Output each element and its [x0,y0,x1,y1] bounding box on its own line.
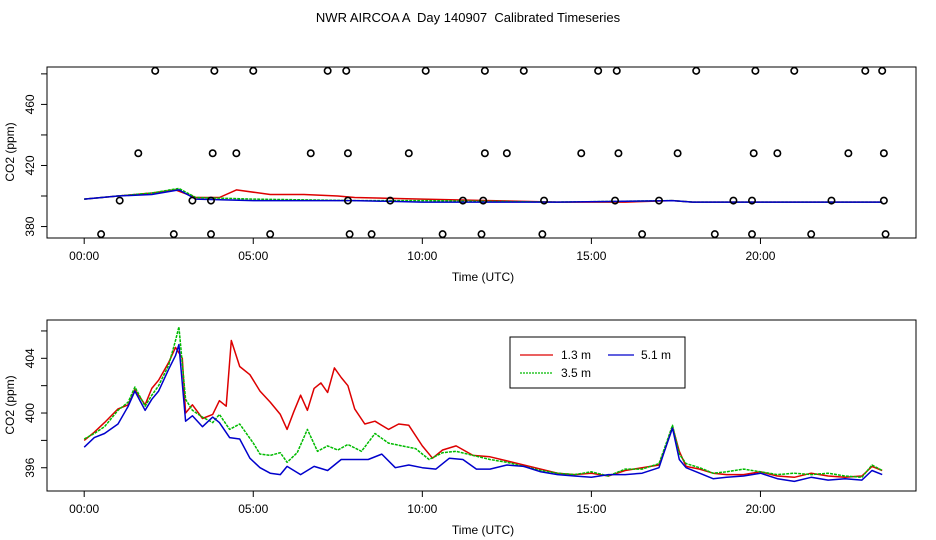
calibration-point [438,230,447,239]
legend-box [509,336,686,389]
plot-frame [46,319,917,492]
y-tick-label: 396 [23,457,37,477]
y-tick-label: 420 [23,155,37,175]
calibration-point [404,149,413,158]
calibration-point [655,196,664,205]
calibration-point [729,196,738,205]
calibration-point [502,149,511,158]
calibration-point [748,196,757,205]
page-title: NWR AIRCOA A Day 140907 Calibrated Times… [316,10,621,25]
calibration-point [210,66,219,75]
calibration-point [692,66,701,75]
series-line-5-1-m [83,343,883,483]
calibration-point [343,149,352,158]
calibration-point [827,196,836,205]
calibration-point [206,196,215,205]
calibration-point [773,149,782,158]
calibration-point [879,196,888,205]
legend-label-5-1m: 5.1 m [641,348,671,362]
calibration-point [790,66,799,75]
calibration-point [134,149,143,158]
calibration-point [594,66,603,75]
calibration-point [612,66,621,75]
calibration-point [611,196,620,205]
calibration-point [749,149,758,158]
calibration-point [480,149,489,158]
calibration-point [614,149,623,158]
calibration-point [844,149,853,158]
calibration-point [249,66,258,75]
x-tick-label: 10:00 [407,502,437,516]
calibration-point [232,149,241,158]
x-tick-label: 05:00 [238,502,268,516]
x-axis-label: Time (UTC) [452,270,514,284]
y-tick-label: 460 [23,94,37,114]
calibration-point [367,230,376,239]
calibration-point [266,230,275,239]
legend-label-1-3m: 1.3 m [561,348,591,362]
calibration-point [807,230,816,239]
calibration-point [97,230,106,239]
calibration-point [206,230,215,239]
series-line-1-3-m [84,189,883,203]
calibration-point [386,196,395,205]
calibration-point [710,230,719,239]
calibration-point [188,196,197,205]
x-tick-label: 20:00 [745,502,775,516]
calibration-point [861,66,870,75]
calibration-point [879,149,888,158]
calibration-point [208,149,217,158]
y-tick-label: 380 [23,216,37,236]
bottom-panel: CO2 (ppm) Time (UTC) 00:00 05:00 10:00 15:0… [3,319,917,537]
calibration-point [342,66,351,75]
calibration-point [538,230,547,239]
calibration-point [751,66,760,75]
x-tick-label: 15:00 [576,502,606,516]
calibration-point [479,196,488,205]
series-line-3-5-m [83,326,883,479]
calibration-point [115,196,124,205]
y-axis-label: CO2 (ppm) [3,375,17,434]
calibration-point [881,230,890,239]
calibration-point [540,196,549,205]
calibration-point [306,149,315,158]
calibration-point [638,230,647,239]
calibration-point [323,66,332,75]
x-tick-label: 00:00 [69,502,99,516]
calibration-point [878,66,887,75]
calibration-point [151,66,160,75]
calibration-point [458,196,467,205]
y-tick-label: 400 [23,403,37,423]
x-tick-label: 00:00 [69,249,99,263]
y-tick-label: 404 [23,348,37,368]
top-panel: CO2 (ppm) Time (UTC) 00:00 05:00 10:00 15:0… [3,66,917,284]
x-tick-label: 10:00 [407,249,437,263]
x-tick-label: 05:00 [238,249,268,263]
calibration-point [169,230,178,239]
calibration-point [480,66,489,75]
calibration-point [748,230,757,239]
series-line-1-3-m [83,339,883,479]
calibration-point [421,66,430,75]
x-tick-label: 20:00 [745,249,775,263]
y-axis-label: CO2 (ppm) [3,122,17,181]
calibration-point [345,230,354,239]
legend: 1.3 m 5.1 m 3.5 m [509,336,686,389]
x-tick-label: 15:00 [576,249,606,263]
calibration-point [343,196,352,205]
x-axis-label: Time (UTC) [452,523,514,537]
calibration-point [519,66,528,75]
calibration-point [673,149,682,158]
calibration-point [577,149,586,158]
calibration-point [477,230,486,239]
legend-label-3-5m: 3.5 m [561,366,591,380]
